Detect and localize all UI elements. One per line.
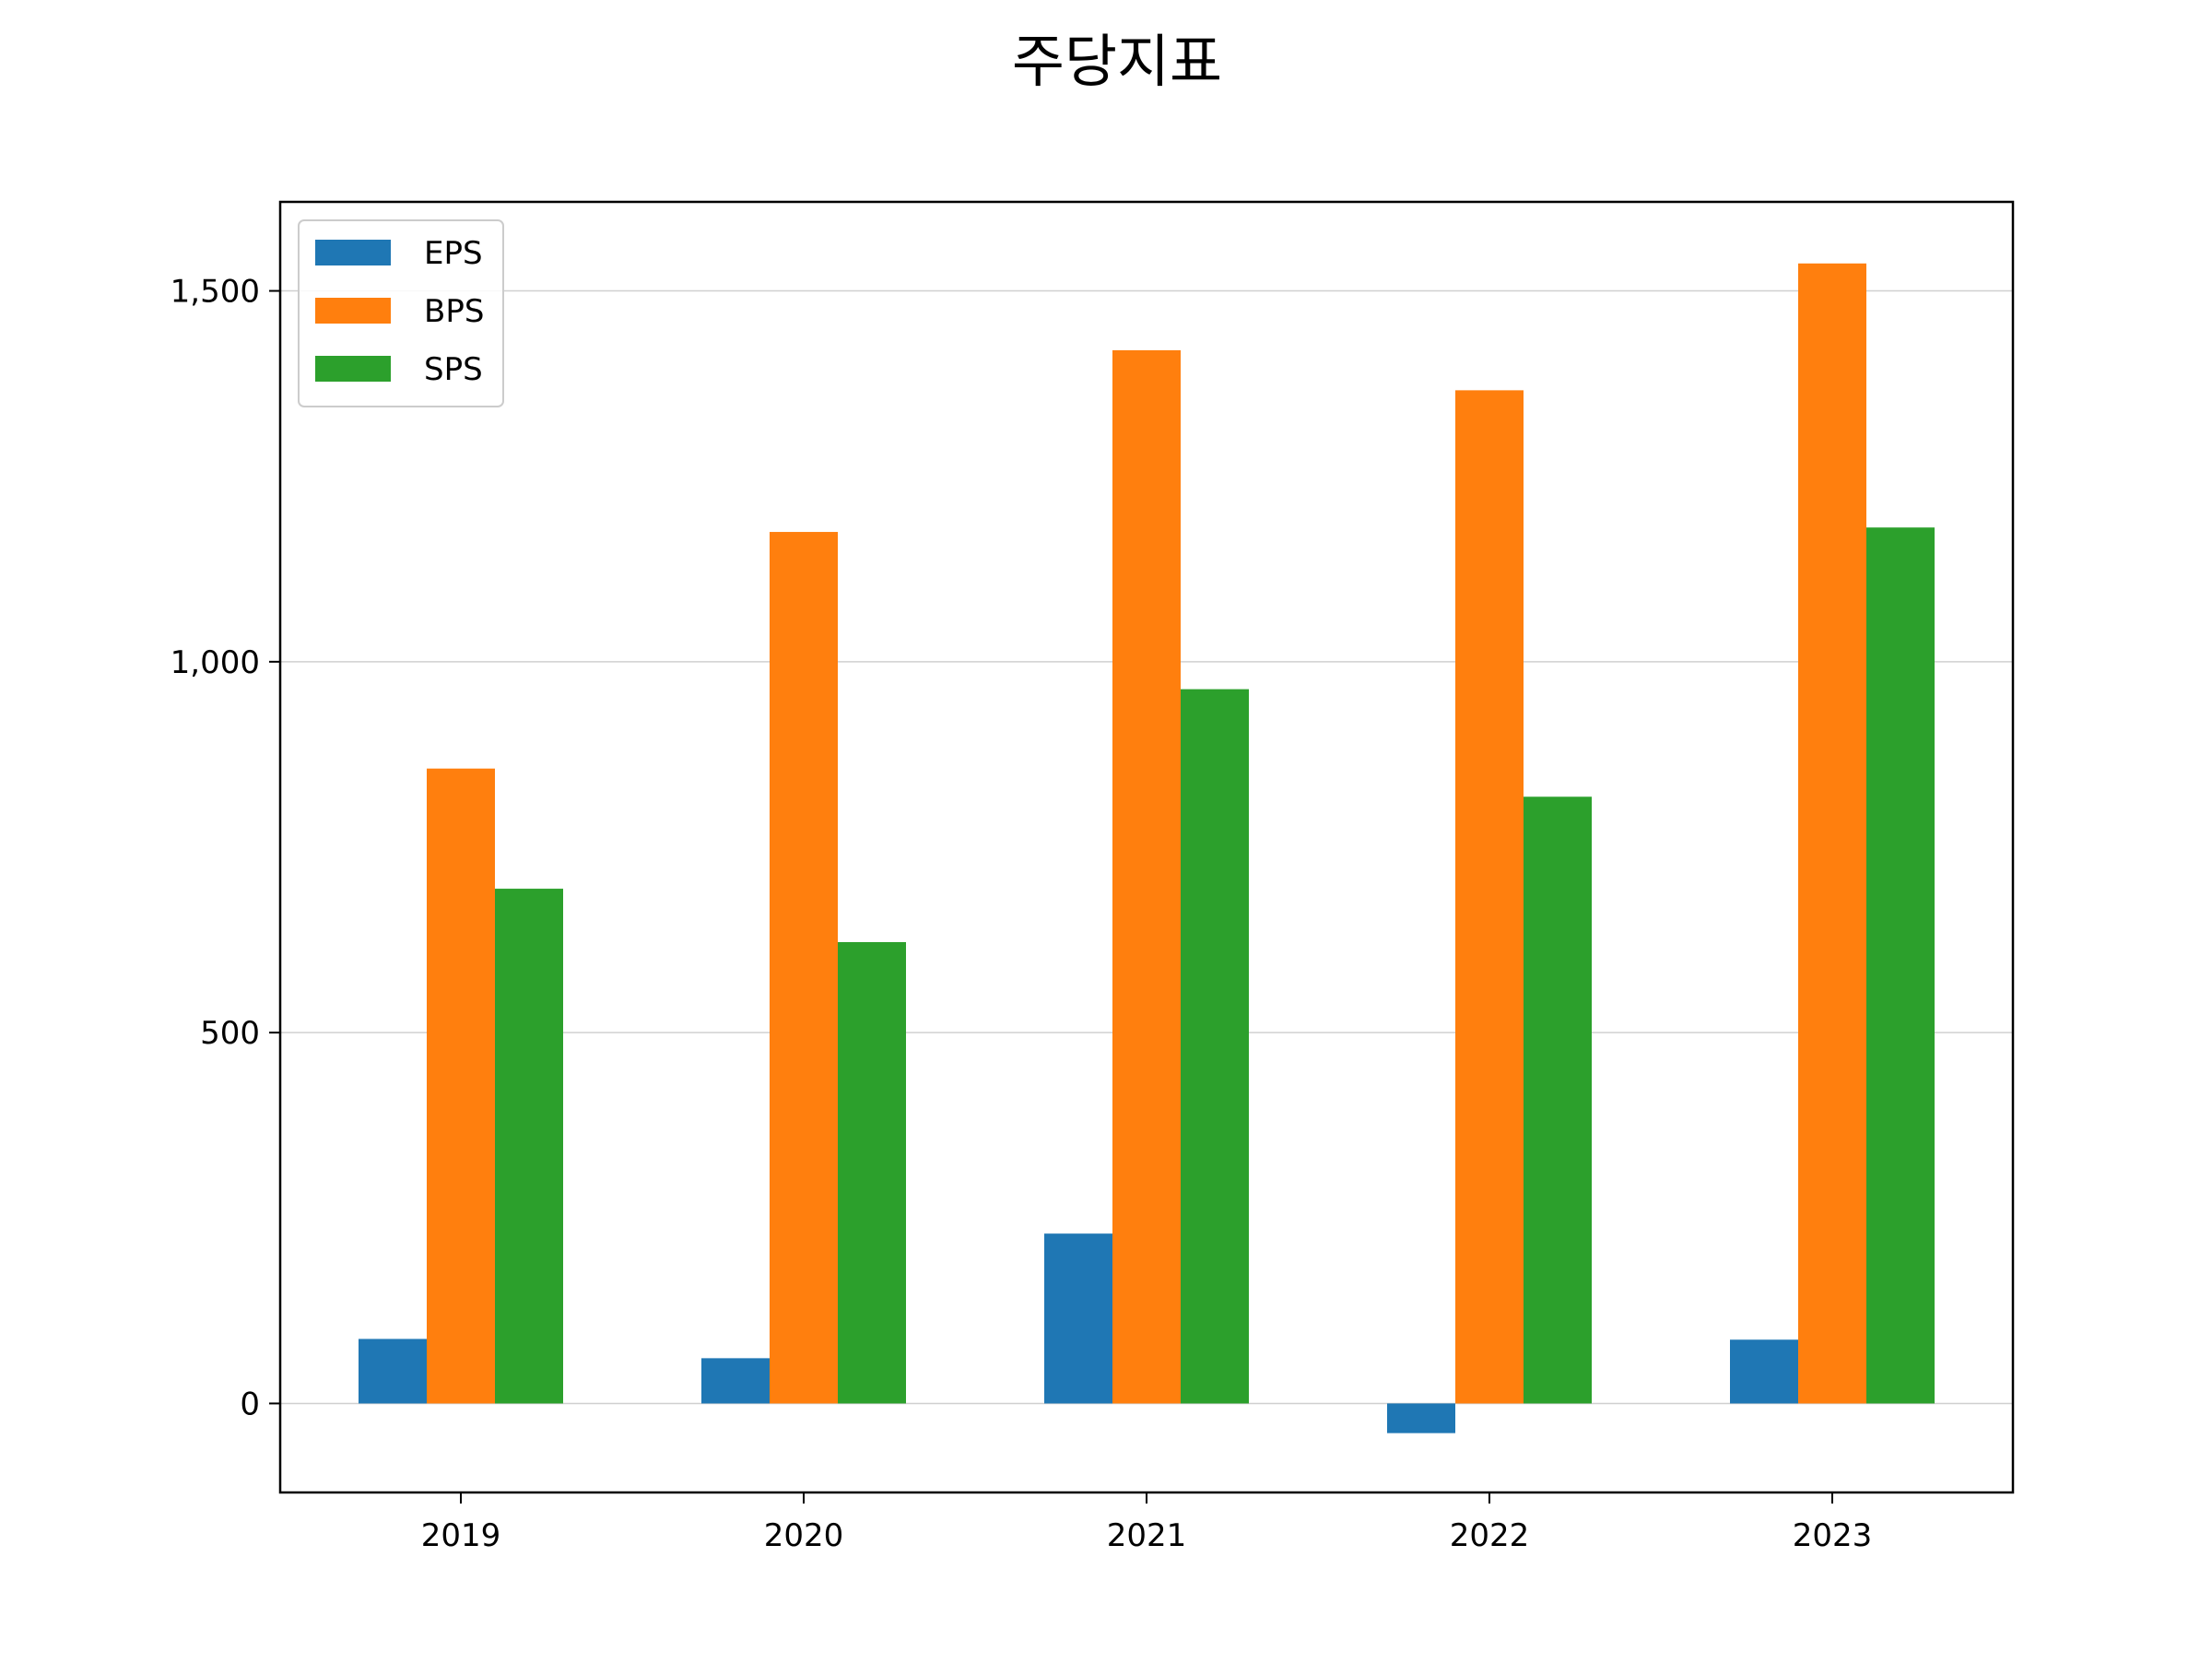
legend-swatch-sps xyxy=(315,356,391,382)
bar-bps-2021 xyxy=(1112,349,1181,1404)
bar-bps-2019 xyxy=(427,768,495,1404)
bar-sps-2019 xyxy=(495,889,563,1404)
legend-swatch-bps xyxy=(315,298,391,324)
legend-label-eps: EPS xyxy=(424,235,483,272)
y-axis: 0 500 1,000 1,500 xyxy=(171,274,280,1422)
legend-label-sps: SPS xyxy=(424,351,483,388)
bar-bps-2023 xyxy=(1798,263,1866,1404)
x-tick-label-2020: 2020 xyxy=(764,1517,844,1554)
bar-bps-2020 xyxy=(770,532,838,1404)
legend-swatch-eps xyxy=(315,240,391,265)
x-axis: 2019 2020 2021 2022 2023 xyxy=(421,1492,1873,1554)
bar-sps-2021 xyxy=(1181,689,1249,1404)
bar-eps-2019 xyxy=(359,1339,427,1404)
bar-eps-2023 xyxy=(1730,1339,1798,1404)
legend: EPS BPS SPS xyxy=(298,219,504,407)
x-tick-label-2019: 2019 xyxy=(421,1517,501,1554)
y-tick-label-1: 500 xyxy=(200,1015,260,1052)
y-tick-label-3: 1,500 xyxy=(171,274,260,311)
x-tick-label-2022: 2022 xyxy=(1450,1517,1530,1554)
bar-eps-2020 xyxy=(701,1358,770,1404)
y-tick-label-2: 1,000 xyxy=(171,644,260,681)
x-tick-label-2021: 2021 xyxy=(1107,1517,1187,1554)
bar-bps-2022 xyxy=(1455,390,1524,1404)
bar-sps-2023 xyxy=(1866,527,1935,1404)
y-tick-label-0: 0 xyxy=(240,1386,260,1422)
bars xyxy=(359,263,1935,1433)
x-tick-label-2023: 2023 xyxy=(1793,1517,1873,1554)
bar-eps-2021 xyxy=(1044,1233,1112,1404)
chart-title: 주당지표 xyxy=(1012,28,1222,95)
bar-sps-2022 xyxy=(1524,796,1592,1404)
bar-eps-2022 xyxy=(1387,1403,1455,1433)
bar-sps-2020 xyxy=(838,941,906,1404)
legend-label-bps: BPS xyxy=(424,293,484,330)
